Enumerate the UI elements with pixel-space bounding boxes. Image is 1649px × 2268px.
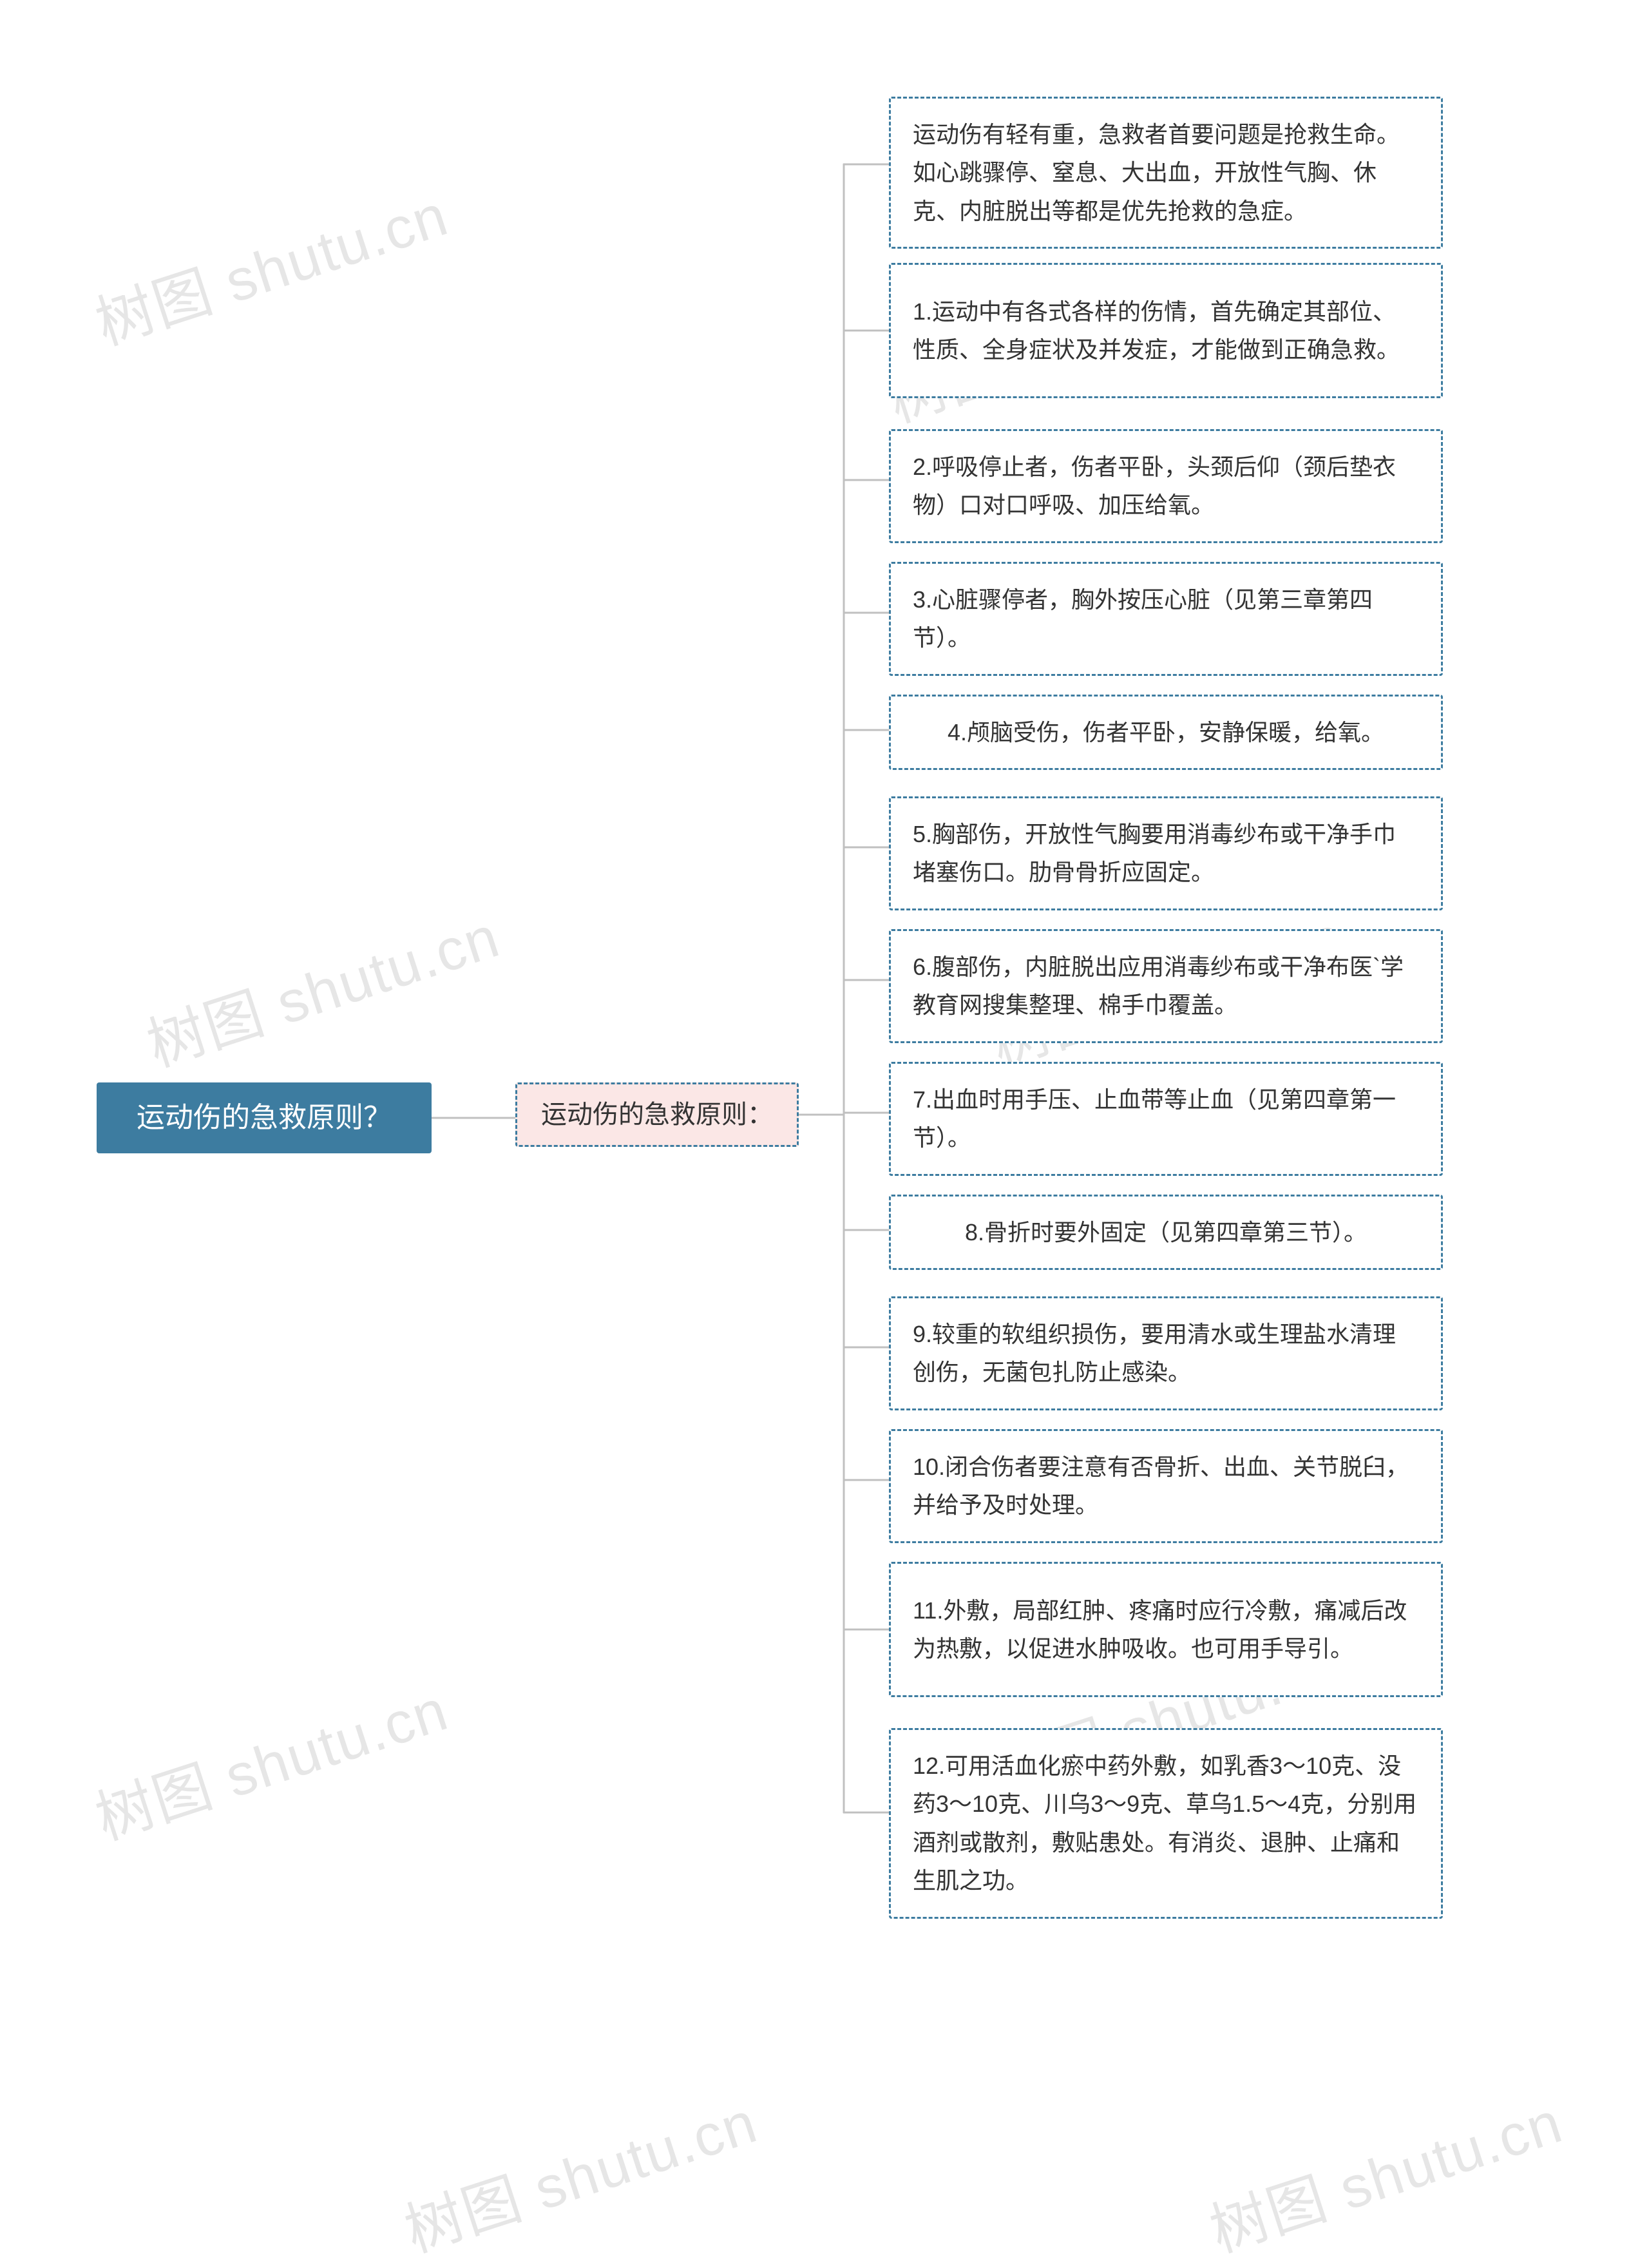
watermark: 树图 shutu.cn xyxy=(1198,2075,1572,2268)
leaf-node: 11.外敷，局部红肿、疼痛时应行冷敷，痛减后改为热敷，以促进水肿吸收。也可用手导… xyxy=(889,1562,1443,1697)
leaf-label: 3.心脏骤停者，胸外按压心脏（见第三章第四节）。 xyxy=(913,581,1419,657)
root-node: 运动伤的急救原则？ xyxy=(97,1082,432,1153)
leaf-label: 10.闭合伤者要注意有否骨折、出血、关节脱臼，并给予及时处理。 xyxy=(913,1448,1419,1524)
leaf-label: 9.较重的软组织损伤，要用清水或生理盐水清理创伤，无菌包扎防止感染。 xyxy=(913,1315,1419,1392)
sub-node: 运动伤的急救原则： xyxy=(515,1082,799,1147)
leaf-node: 4.颅脑受伤，伤者平卧，安静保暖，给氧。 xyxy=(889,695,1443,770)
leaf-label: 6.腹部伤，内脏脱出应用消毒纱布或干净布医`学教育网搜集整理、棉手巾覆盖。 xyxy=(913,948,1419,1024)
leaf-label: 8.骨折时要外固定（见第四章第三节）。 xyxy=(965,1213,1367,1251)
leaf-label: 1.运动中有各式各样的伤情，首先确定其部位、性质、全身症状及并发症，才能做到正确… xyxy=(913,293,1419,369)
leaf-node: 12.可用活血化瘀中药外敷，如乳香3～10克、没药3～10克、川乌3～9克、草乌… xyxy=(889,1728,1443,1919)
leaf-label: 12.可用活血化瘀中药外敷，如乳香3～10克、没药3～10克、川乌3～9克、草乌… xyxy=(913,1747,1419,1900)
leaf-label: 11.外敷，局部红肿、疼痛时应行冷敷，痛减后改为热敷，以促进水肿吸收。也可用手导… xyxy=(913,1591,1419,1668)
leaf-node: 10.闭合伤者要注意有否骨折、出血、关节脱臼，并给予及时处理。 xyxy=(889,1429,1443,1543)
leaf-label: 4.颅脑受伤，伤者平卧，安静保暖，给氧。 xyxy=(948,713,1384,751)
leaf-label: 2.呼吸停止者，伤者平卧，头颈后仰（颈后垫衣物）口对口呼吸、加压给氧。 xyxy=(913,448,1419,524)
watermark: 树图 shutu.cn xyxy=(84,1663,457,1856)
leaf-node: 3.心脏骤停者，胸外按压心脏（见第三章第四节）。 xyxy=(889,562,1443,676)
leaf-label: 7.出血时用手压、止血带等止血（见第四章第一节）。 xyxy=(913,1081,1419,1157)
mindmap-canvas: 树图 shutu.cn树图 shutu.cn树图 shutu.cn树图 shut… xyxy=(0,0,1649,2204)
leaf-node: 2.呼吸停止者，伤者平卧，头颈后仰（颈后垫衣物）口对口呼吸、加压给氧。 xyxy=(889,429,1443,543)
leaf-label: 5.胸部伤，开放性气胸要用消毒纱布或干净手巾堵塞伤口。肋骨骨折应固定。 xyxy=(913,815,1419,892)
leaf-node: 1.运动中有各式各样的伤情，首先确定其部位、性质、全身症状及并发症，才能做到正确… xyxy=(889,263,1443,398)
root-label: 运动伤的急救原则？ xyxy=(137,1095,392,1140)
leaf-node: 7.出血时用手压、止血带等止血（见第四章第一节）。 xyxy=(889,1062,1443,1176)
leaf-node: 9.较重的软组织损伤，要用清水或生理盐水清理创伤，无菌包扎防止感染。 xyxy=(889,1296,1443,1410)
leaf-node: 6.腹部伤，内脏脱出应用消毒纱布或干净布医`学教育网搜集整理、棉手巾覆盖。 xyxy=(889,929,1443,1043)
sub-label: 运动伤的急救原则： xyxy=(541,1094,773,1135)
leaf-node: 8.骨折时要外固定（见第四章第三节）。 xyxy=(889,1195,1443,1270)
watermark: 树图 shutu.cn xyxy=(84,168,457,361)
leaf-node: 运动伤有轻有重，急救者首要问题是抢救生命。如心跳骤停、窒息、大出血，开放性气胸、… xyxy=(889,97,1443,249)
watermark: 树图 shutu.cn xyxy=(393,2075,767,2268)
leaf-node: 5.胸部伤，开放性气胸要用消毒纱布或干净手巾堵塞伤口。肋骨骨折应固定。 xyxy=(889,796,1443,910)
watermark: 树图 shutu.cn xyxy=(135,890,509,1082)
leaf-label: 运动伤有轻有重，急救者首要问题是抢救生命。如心跳骤停、窒息、大出血，开放性气胸、… xyxy=(913,115,1419,230)
